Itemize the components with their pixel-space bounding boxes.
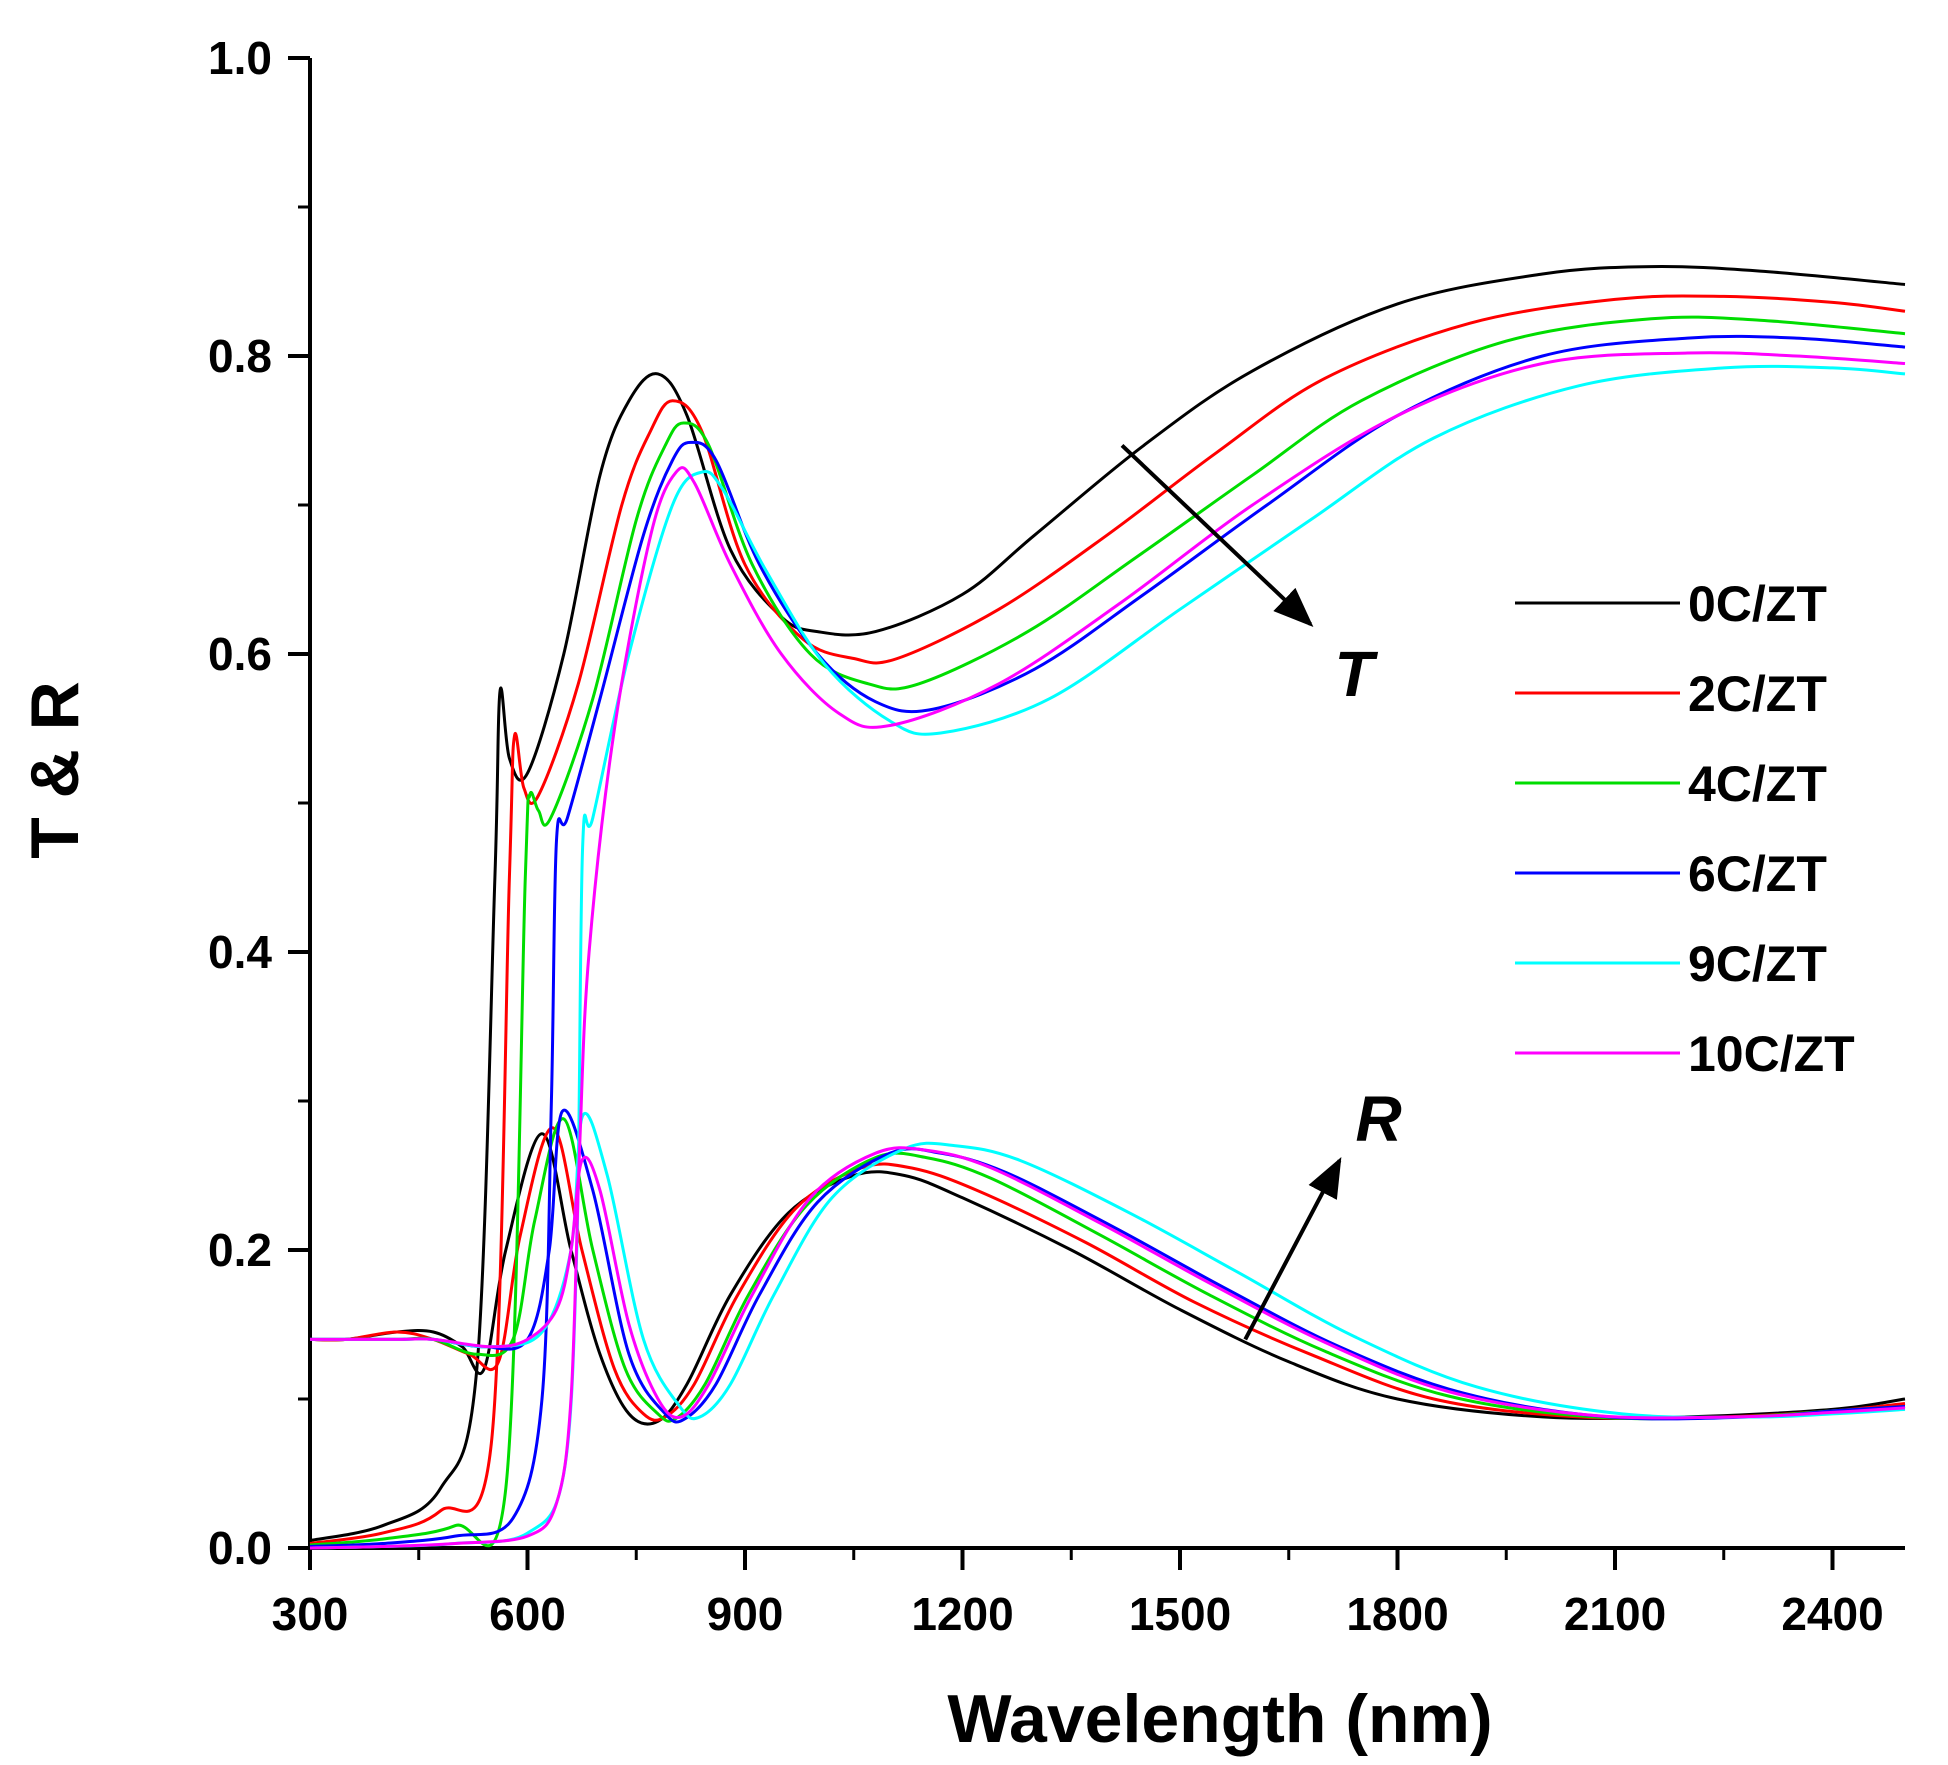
series-2c-zt-R bbox=[309, 1126, 1906, 1422]
x-tick-label: 900 bbox=[707, 1588, 784, 1640]
legend-label-10c-zt: 10C/ZT bbox=[1688, 1026, 1855, 1082]
series-9c-zt-R bbox=[309, 1112, 1906, 1421]
legend: 0C/ZT 2C/ZT 4C/ZT 6C/ZT 9C/ZT 10C/ZT bbox=[1515, 576, 1855, 1082]
legend-label-6c-zt: 6C/ZT bbox=[1688, 846, 1827, 902]
series-4c-zt-R bbox=[309, 1117, 1906, 1423]
y-tick-label: 0.0 bbox=[208, 1522, 272, 1574]
y-tick-label: 0.8 bbox=[208, 330, 272, 382]
legend-label-9c-zt: 9C/ZT bbox=[1688, 936, 1827, 992]
series-10c-zt-R bbox=[309, 1146, 1906, 1420]
series-6c-zt-T bbox=[309, 334, 1906, 1548]
x-tick-label: 2400 bbox=[1781, 1588, 1883, 1640]
series-lines bbox=[309, 265, 1906, 1550]
x-tick-label: 600 bbox=[489, 1588, 566, 1640]
x-tick-label: 2100 bbox=[1564, 1588, 1666, 1640]
x-tick-label: 1500 bbox=[1129, 1588, 1231, 1640]
annotations: TR bbox=[1120, 443, 1402, 1341]
annotation-label-t: T bbox=[1335, 638, 1379, 710]
legend-label-4c-zt: 4C/ZT bbox=[1688, 756, 1827, 812]
x-tick-label: 1200 bbox=[911, 1588, 1013, 1640]
series-0c-zt-T bbox=[309, 265, 1906, 1542]
x-tick-label: 1800 bbox=[1346, 1588, 1448, 1640]
legend-label-0c-zt: 0C/ZT bbox=[1688, 576, 1827, 632]
legend-label-2c-zt: 2C/ZT bbox=[1688, 666, 1827, 722]
x-axis-title: Wavelength (nm) bbox=[947, 1681, 1492, 1757]
y-axis-title: T & R bbox=[17, 681, 93, 859]
annotation-arrow-r bbox=[1243, 1157, 1342, 1341]
x-axis: 300 600 900 1200 1500 1800 2100 2400 bbox=[272, 1546, 1905, 1640]
y-tick-label: 0.4 bbox=[208, 926, 272, 978]
annotation-arrow-t bbox=[1120, 443, 1314, 627]
y-axis: 0.0 0.2 0.4 0.6 0.8 1.0 bbox=[208, 32, 312, 1574]
series-4c-zt-T bbox=[309, 315, 1906, 1548]
series-9c-zt-T bbox=[309, 364, 1906, 1550]
series-0c-zt-R bbox=[309, 1132, 1906, 1426]
y-tick-label: 0.6 bbox=[208, 628, 272, 680]
annotation-label-r: R bbox=[1356, 1083, 1402, 1155]
y-tick-label: 0.2 bbox=[208, 1224, 272, 1276]
series-2c-zt-T bbox=[309, 294, 1906, 1545]
x-tick-label: 300 bbox=[272, 1588, 349, 1640]
y-tick-label: 1.0 bbox=[208, 32, 272, 84]
series-10c-zt-T bbox=[309, 351, 1906, 1550]
